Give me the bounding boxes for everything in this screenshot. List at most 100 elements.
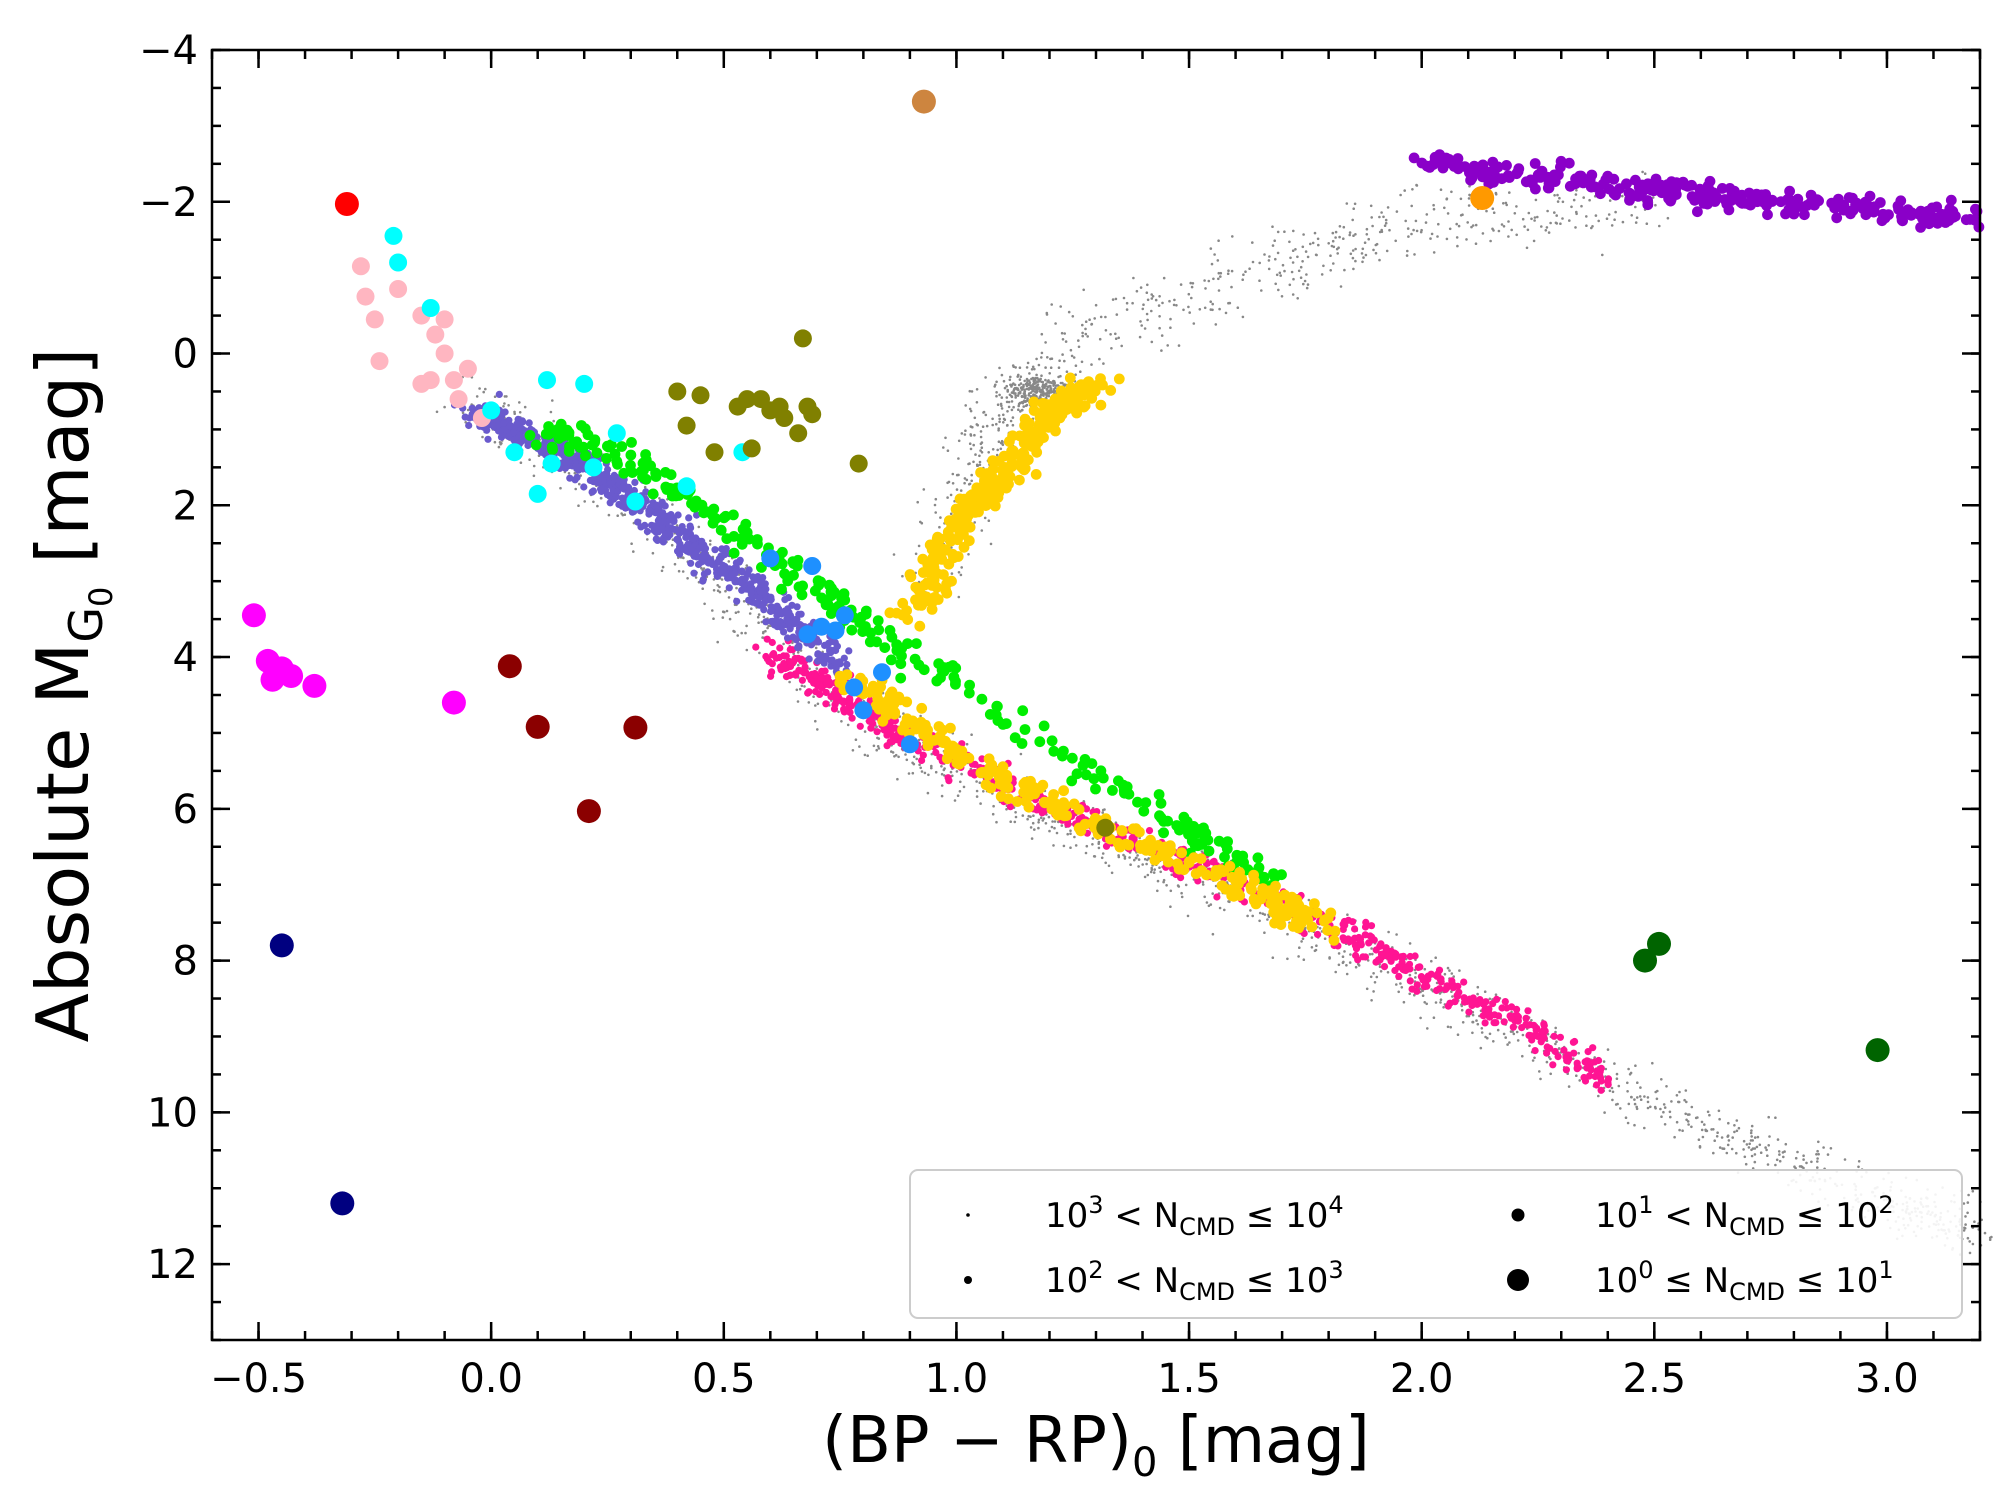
field-star-point bbox=[951, 472, 955, 476]
field-star-point bbox=[1302, 233, 1305, 236]
field-star-point bbox=[1169, 905, 1172, 908]
field-star-point bbox=[980, 446, 984, 450]
field-star-point bbox=[1030, 377, 1033, 381]
data-point bbox=[610, 471, 618, 479]
field-star-point bbox=[1395, 983, 1398, 986]
field-star-point bbox=[1042, 817, 1046, 820]
data-point bbox=[1529, 158, 1541, 169]
field-star-point bbox=[1508, 191, 1511, 194]
field-star-point bbox=[1033, 367, 1036, 371]
field-star-point bbox=[1639, 1098, 1643, 1101]
data-point bbox=[525, 419, 533, 427]
data-point bbox=[864, 686, 875, 698]
field-star-point bbox=[1626, 1121, 1630, 1125]
field-star-point bbox=[712, 589, 716, 592]
data-point bbox=[1195, 853, 1207, 864]
field-star-point bbox=[1187, 292, 1191, 296]
data-point bbox=[1361, 923, 1370, 931]
data-point bbox=[1589, 1044, 1597, 1052]
field-star-point bbox=[1857, 1165, 1860, 1169]
field-star-point bbox=[916, 500, 919, 504]
field-star-point bbox=[1412, 228, 1415, 232]
field-star-point bbox=[1023, 394, 1026, 397]
field-star-point bbox=[1593, 1056, 1596, 1059]
field-star-point bbox=[1342, 237, 1345, 240]
field-star-point bbox=[1182, 308, 1185, 312]
field-star-point bbox=[1717, 1109, 1721, 1113]
field-star-point bbox=[1531, 1059, 1535, 1062]
data-point bbox=[804, 689, 812, 697]
field-star-point bbox=[1292, 229, 1295, 233]
field-star-point bbox=[1577, 1051, 1580, 1055]
field-star-point bbox=[1378, 215, 1381, 219]
field-star-point bbox=[1384, 221, 1388, 225]
data-point bbox=[571, 476, 579, 484]
field-star-point bbox=[1011, 364, 1015, 367]
field-star-point bbox=[1645, 222, 1649, 225]
field-star-point bbox=[1241, 315, 1245, 319]
data-point bbox=[1367, 922, 1376, 930]
field-star-point bbox=[1198, 308, 1202, 311]
field-star-point bbox=[1122, 296, 1126, 300]
field-star-point bbox=[1053, 826, 1056, 830]
data-point bbox=[856, 611, 867, 623]
field-star-point bbox=[750, 607, 753, 610]
data-point bbox=[653, 501, 661, 509]
field-star-point bbox=[1279, 274, 1282, 277]
data-point bbox=[910, 723, 922, 735]
field-star-point bbox=[980, 529, 984, 532]
field-star-point bbox=[959, 489, 963, 492]
field-star-point bbox=[1150, 309, 1153, 313]
data-point bbox=[1352, 951, 1360, 960]
data-point bbox=[866, 696, 874, 705]
field-star-point bbox=[643, 485, 647, 489]
field-star-point bbox=[1180, 891, 1183, 895]
field-star-point bbox=[1796, 1150, 1799, 1154]
field-star-point bbox=[1718, 1117, 1721, 1121]
field-star-point bbox=[1445, 237, 1449, 241]
field-star-point bbox=[1026, 379, 1029, 383]
data-point bbox=[1020, 776, 1031, 788]
data-point bbox=[846, 624, 858, 636]
field-star-point bbox=[552, 419, 555, 423]
field-star-point bbox=[979, 435, 983, 439]
data-point bbox=[791, 670, 799, 678]
field-star-point bbox=[1494, 193, 1498, 196]
field-star-point bbox=[1968, 1240, 1971, 1243]
field-star-point bbox=[435, 410, 439, 414]
field-star-point bbox=[995, 422, 998, 426]
field-star-point bbox=[1826, 1153, 1830, 1156]
field-star-point bbox=[1605, 217, 1609, 220]
field-star-point bbox=[1338, 225, 1342, 228]
field-star-point bbox=[1610, 1086, 1614, 1090]
field-star-point bbox=[1677, 1100, 1680, 1104]
field-star-point bbox=[1530, 1019, 1533, 1022]
data-point bbox=[991, 700, 1003, 712]
field-star-point bbox=[1031, 365, 1035, 369]
data-point bbox=[631, 478, 639, 486]
data-point bbox=[1500, 1018, 1508, 1026]
data-point bbox=[1140, 797, 1152, 808]
field-star-point bbox=[694, 576, 698, 579]
field-star-point bbox=[1258, 919, 1261, 923]
field-star-point bbox=[1343, 268, 1346, 272]
data-point bbox=[867, 724, 875, 732]
field-star-point bbox=[737, 610, 740, 614]
data-point bbox=[1597, 1086, 1605, 1094]
field-star-point bbox=[1690, 1125, 1693, 1129]
field-star-point bbox=[1037, 821, 1040, 824]
field-star-point bbox=[1507, 235, 1510, 238]
field-star-point bbox=[1572, 198, 1576, 202]
field-star-point bbox=[1448, 969, 1451, 972]
field-star-point bbox=[1755, 1145, 1759, 1149]
data-point bbox=[1443, 982, 1451, 990]
data-point bbox=[933, 658, 945, 669]
field-star-point bbox=[960, 432, 964, 435]
data-point bbox=[1038, 809, 1046, 817]
field-star-point bbox=[1149, 870, 1153, 874]
field-star-point bbox=[1125, 308, 1129, 311]
field-star-point bbox=[973, 521, 976, 524]
data-point bbox=[1113, 775, 1124, 787]
field-star-point bbox=[970, 473, 973, 477]
data-point bbox=[1017, 447, 1029, 459]
